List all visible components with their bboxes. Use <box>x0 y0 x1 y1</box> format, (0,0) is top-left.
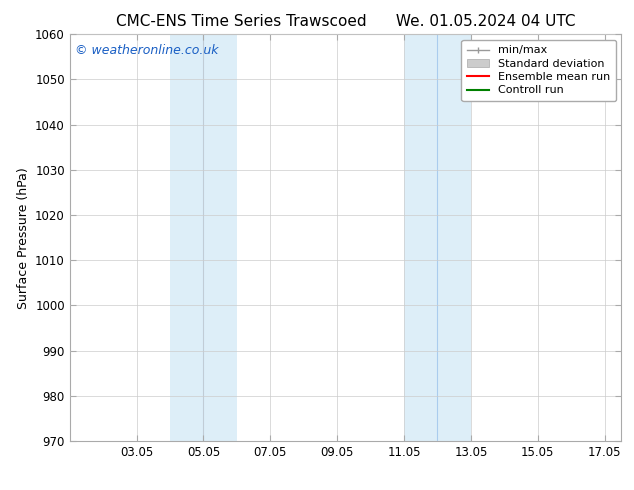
Legend: min/max, Standard deviation, Ensemble mean run, Controll run: min/max, Standard deviation, Ensemble me… <box>462 40 616 101</box>
Text: © weatheronline.co.uk: © weatheronline.co.uk <box>75 45 219 57</box>
Bar <box>170 34 237 441</box>
Y-axis label: Surface Pressure (hPa): Surface Pressure (hPa) <box>16 167 30 309</box>
Bar <box>404 34 471 441</box>
Title: CMC-ENS Time Series Trawscoed      We. 01.05.2024 04 UTC: CMC-ENS Time Series Trawscoed We. 01.05.… <box>116 14 575 29</box>
